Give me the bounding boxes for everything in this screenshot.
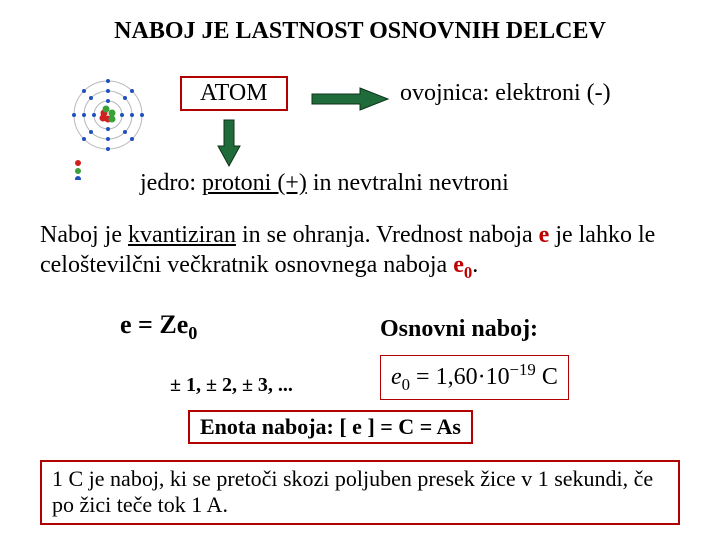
e0-sub: 0 xyxy=(464,263,472,282)
jedro-post: in nevtralni nevtroni xyxy=(307,170,509,196)
enota-box: Enota naboja: [ e ] = C = As xyxy=(188,410,473,444)
eq2-sub: 0 xyxy=(402,375,410,394)
equation-1: e = Ze0 xyxy=(120,310,197,344)
jedro-pre: jedro: xyxy=(140,170,202,196)
p1-u: kvantiziran xyxy=(128,222,236,248)
e0-red: e0 xyxy=(453,252,472,278)
equation-2-box: e0 = 1,60·10−19 C xyxy=(380,355,569,400)
p1-a: Naboj je xyxy=(40,222,128,248)
jedro-underline: protoni (+) xyxy=(202,170,307,196)
eq2-exp: −19 xyxy=(510,360,536,379)
atom-box: ATOM xyxy=(180,76,288,111)
plusminus-list: ± 1, ± 2, ± 3, ... xyxy=(170,374,293,397)
page-title: NABOJ JE LASTNOST OSNOVNIH DELCEV xyxy=(0,18,720,45)
atom-illustration xyxy=(58,70,158,185)
ovojnica-label: ovojnica: elektroni (-) xyxy=(400,80,611,107)
eq2-mid: = 1,60·10 xyxy=(410,364,510,390)
arrow-down-icon xyxy=(215,118,243,173)
final-box: 1 C je naboj, ki se pretoči skozi poljub… xyxy=(40,460,680,525)
eq1-sub: 0 xyxy=(188,323,197,343)
e-red: e xyxy=(539,222,550,248)
p1-b: in se ohranja. Vrednost naboja xyxy=(236,222,539,248)
eq1-main: e = Ze xyxy=(120,310,188,339)
e0-e: e xyxy=(453,252,464,278)
paragraph-1: Naboj je kvantiziran in se ohranja. Vred… xyxy=(40,220,680,284)
jedro-label: jedro: protoni (+) in nevtralni nevtroni xyxy=(140,170,509,197)
eq2-e: e xyxy=(391,364,402,390)
arrow-right-icon xyxy=(310,85,390,118)
osnovni-naboj-label: Osnovni naboj: xyxy=(380,316,538,343)
eq2-end: C xyxy=(536,364,558,390)
p1-d: . xyxy=(472,252,478,278)
